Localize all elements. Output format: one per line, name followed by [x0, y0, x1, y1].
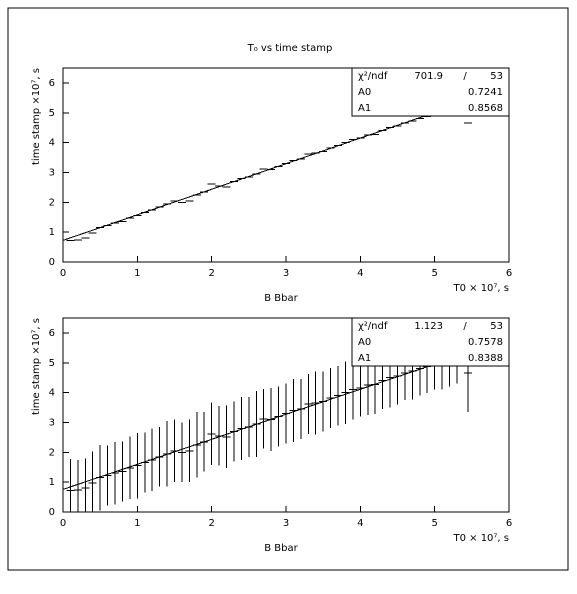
stats-slash: /	[463, 71, 467, 82]
x-tick-label: 4	[357, 268, 363, 279]
x-tick-label: 3	[283, 518, 289, 529]
stats-value: 0.8388	[468, 353, 503, 364]
stats-value: 0.7578	[468, 337, 503, 348]
stats-label: A1	[358, 103, 371, 114]
y-tick-label: 6	[49, 78, 55, 89]
x-tick-label: 3	[283, 268, 289, 279]
x-tick-label: 5	[431, 518, 437, 529]
stats-label: A0	[358, 337, 371, 348]
stats-box	[351, 317, 510, 367]
stats-value: 0.8568	[468, 103, 503, 114]
y-tick-label: 1	[49, 227, 55, 238]
stats-label: A0	[358, 87, 371, 98]
stats-chi2: 1.123	[414, 321, 443, 332]
x-axis-label-right: T0 × 10⁷, s	[452, 283, 509, 294]
stats-ndf: 53	[490, 71, 503, 82]
y-tick-label: 2	[49, 197, 55, 208]
y-axis-label: time stamp ×10⁷, s	[31, 318, 42, 415]
y-tick-label: 4	[49, 388, 55, 399]
x-tick-label: 6	[506, 268, 512, 279]
stats-label: A1	[358, 353, 371, 364]
x-tick-label: 0	[60, 268, 66, 279]
y-tick-label: 0	[49, 257, 55, 268]
stats-ndf: 53	[490, 321, 503, 332]
x-tick-label: 2	[208, 518, 214, 529]
canvas-frame	[7, 7, 569, 571]
x-tick-label: 4	[357, 518, 363, 529]
x-tick-label: 5	[431, 268, 437, 279]
y-tick-label: 5	[49, 108, 55, 119]
stats-value: 0.7241	[468, 87, 503, 98]
x-tick-label: 2	[208, 268, 214, 279]
y-axis-label: time stamp ×10⁷, s	[31, 68, 42, 165]
y-tick-label: 5	[49, 358, 55, 369]
x-tick-label: 6	[506, 518, 512, 529]
x-axis-label: B Bbar	[264, 293, 298, 304]
x-tick-label: 0	[60, 518, 66, 529]
x-axis-label: B Bbar	[264, 543, 298, 554]
stats-box	[351, 67, 510, 117]
y-tick-label: 6	[49, 328, 55, 339]
stats-label: χ²/ndf	[358, 71, 388, 82]
y-tick-label: 3	[49, 167, 55, 178]
chart-title: T₀ vs time stamp	[247, 43, 333, 54]
stats-chi2: 701.9	[414, 71, 443, 82]
stats-slash: /	[463, 321, 467, 332]
x-axis-label-right: T0 × 10⁷, s	[452, 533, 509, 544]
y-tick-label: 3	[49, 417, 55, 428]
stats-label: χ²/ndf	[358, 321, 388, 332]
x-tick-label: 1	[134, 268, 140, 279]
y-tick-label: 0	[49, 507, 55, 518]
y-tick-label: 4	[49, 138, 55, 149]
x-tick-label: 1	[134, 518, 140, 529]
y-tick-label: 2	[49, 447, 55, 458]
y-tick-label: 1	[49, 477, 55, 488]
